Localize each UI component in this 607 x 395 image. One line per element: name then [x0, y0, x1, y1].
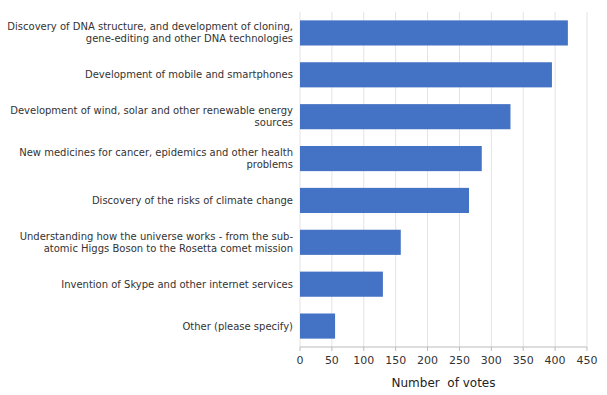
x-tick — [300, 347, 301, 351]
category-label-line: New medicines for cancer, epidemics and … — [19, 147, 293, 158]
category-label-line: problems — [246, 159, 293, 170]
x-tick-label: 100 — [353, 354, 374, 367]
bar — [300, 272, 383, 297]
bar — [300, 146, 482, 171]
category-label-line: Discovery of the risks of climate change — [92, 195, 293, 206]
x-tick-label: 450 — [577, 354, 598, 367]
x-tick-label: 150 — [385, 354, 406, 367]
x-tick — [587, 347, 588, 351]
category-label-line: Discovery of DNA structure, and developm… — [7, 21, 293, 32]
x-tick-label: 350 — [513, 354, 534, 367]
x-tick — [491, 347, 492, 351]
x-axis-title: Number of votes — [392, 376, 496, 390]
grid-line — [555, 12, 556, 347]
bar — [300, 188, 469, 213]
bar — [300, 62, 552, 87]
category-label-line: Development of wind, solar and other ren… — [10, 105, 293, 116]
bars — [300, 20, 568, 338]
x-tick — [395, 347, 396, 351]
category-label-line: atomic Higgs Boson to the Rosetta comet … — [44, 243, 293, 254]
bar — [300, 104, 510, 129]
grid-line — [587, 12, 588, 347]
category-label-line: Other (please specify) — [182, 321, 293, 332]
category-label: New medicines for cancer, epidemics and … — [19, 147, 293, 170]
x-tick-label: 0 — [297, 354, 304, 367]
category-label: Other (please specify) — [182, 321, 293, 332]
category-label-line: Invention of Skype and other internet se… — [61, 279, 293, 290]
x-tick — [459, 347, 460, 351]
bar — [300, 230, 401, 255]
chart-container: Discovery of DNA structure, and developm… — [0, 0, 607, 395]
x-axis-line — [300, 347, 587, 348]
category-label-line: gene-editing and other DNA technologies — [86, 33, 293, 44]
category-label-line: Understanding how the universe works - f… — [20, 231, 294, 242]
x-tick-label: 50 — [325, 354, 339, 367]
x-tick — [523, 347, 524, 351]
chart-svg: Discovery of DNA structure, and developm… — [0, 0, 607, 395]
category-label: Development of wind, solar and other ren… — [10, 105, 293, 128]
x-tick — [363, 347, 364, 351]
x-tick — [331, 347, 332, 351]
x-tick-label: 250 — [449, 354, 470, 367]
category-label: Understanding how the universe works - f… — [20, 231, 294, 254]
x-axis: 0 50 100 150 200 250 300 350 400 450 — [297, 347, 598, 367]
category-label: Discovery of DNA structure, and developm… — [7, 21, 293, 44]
bar — [300, 20, 568, 45]
x-tick — [427, 347, 428, 351]
grid — [300, 12, 587, 347]
x-tick — [555, 347, 556, 351]
x-tick-label: 200 — [417, 354, 438, 367]
category-label-line: sources — [255, 117, 293, 128]
category-label: Invention of Skype and other internet se… — [61, 279, 293, 290]
x-tick-label: 400 — [545, 354, 566, 367]
x-tick-label: 300 — [481, 354, 502, 367]
category-label: Development of mobile and smartphones — [85, 69, 293, 80]
y-axis-labels: Discovery of DNA structure, and developm… — [7, 21, 293, 331]
category-label: Discovery of the risks of climate change — [92, 195, 293, 206]
category-label-line: Development of mobile and smartphones — [85, 69, 293, 80]
bar — [300, 314, 335, 339]
